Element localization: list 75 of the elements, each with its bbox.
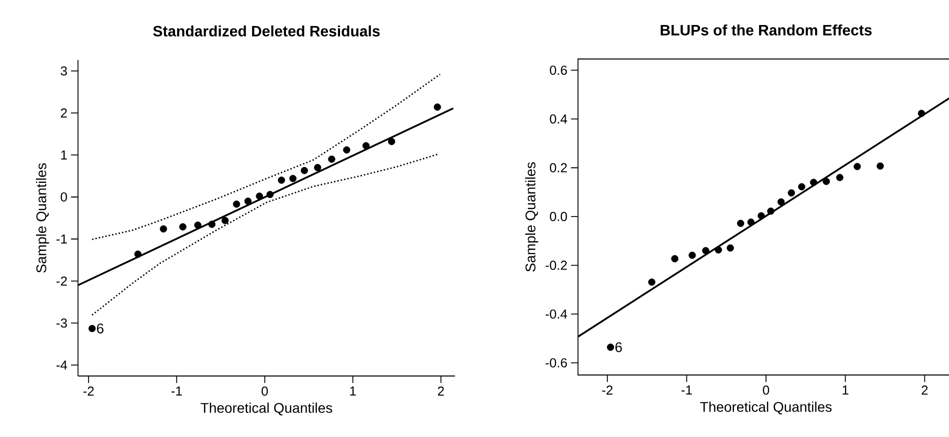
annotation: 6 [97, 324, 104, 334]
x-tick-label: 1 [842, 386, 848, 394]
point [388, 138, 396, 146]
point [788, 189, 795, 196]
point [134, 250, 142, 258]
chart-title: BLUPs of the Random Effects [660, 24, 872, 36]
point [918, 110, 926, 117]
point [747, 218, 755, 226]
x-axis-title: Theoretical Quantiles [700, 402, 832, 414]
point [777, 198, 785, 206]
point [726, 244, 734, 252]
point [278, 176, 286, 184]
y-tick-label: 0.2 [550, 163, 567, 172]
y-tick-label: 0.4 [550, 114, 568, 124]
point [232, 200, 240, 208]
point [179, 223, 186, 230]
x-tick-label: -1 [171, 386, 182, 396]
y-tick-label: -1 [56, 234, 67, 244]
x-tick-label: 2 [438, 386, 444, 396]
point [702, 247, 710, 254]
point [854, 162, 861, 170]
x-axis-title: Theoretical Quantiles [200, 402, 332, 416]
y-tick-label: 2 [60, 108, 67, 118]
point [362, 142, 370, 150]
y-tick-label: -4 [56, 360, 68, 370]
x-tick-label: -2 [83, 386, 94, 396]
y-tick-label: 0.6 [550, 66, 567, 75]
point [767, 208, 774, 215]
point [810, 178, 818, 186]
x-tick-label: 2 [922, 386, 928, 395]
annotation: 6 [615, 342, 622, 352]
x-tick-label: -2 [602, 386, 612, 395]
point [328, 156, 336, 163]
point [160, 225, 168, 233]
point [876, 162, 884, 170]
x-tick-label: -1 [681, 386, 692, 394]
x-tick-label: 0 [262, 386, 268, 396]
x-tick-label: 1 [350, 386, 356, 396]
point [343, 146, 350, 154]
point [648, 278, 656, 286]
y-tick-label: -2 [56, 276, 67, 286]
y-tick-label: -0.2 [546, 260, 567, 270]
point [256, 192, 264, 200]
y-tick-label: 0 [60, 192, 67, 202]
line-series [91, 74, 441, 240]
point [714, 246, 722, 254]
point [289, 174, 297, 182]
point [244, 198, 252, 205]
point [194, 222, 202, 229]
point [208, 220, 216, 228]
point [606, 344, 614, 351]
y-tick-label: -0.4 [546, 309, 568, 319]
y-tick-label: -3 [56, 318, 67, 328]
point [758, 212, 765, 220]
point [300, 166, 308, 174]
point [671, 255, 678, 262]
point [434, 103, 441, 111]
point [737, 220, 744, 227]
point [314, 164, 322, 172]
x-tick-label: 0 [762, 386, 770, 395]
y-tick-label: 0.0 [550, 212, 567, 222]
point [798, 183, 806, 190]
y-tick-label: -0.6 [546, 358, 567, 368]
point [688, 252, 696, 259]
y-tick-label: 3 [60, 66, 67, 76]
line-series [91, 153, 439, 316]
point [222, 216, 229, 224]
point [822, 178, 830, 186]
y-axis-title: Sample Quantiles [525, 162, 538, 272]
point [836, 174, 844, 182]
y-axis-title: Sample Quantiles [36, 163, 50, 273]
point [88, 324, 96, 332]
chart-title: Standardized Deleted Residuals [153, 25, 380, 36]
y-tick-label: 1 [61, 150, 67, 160]
point [266, 190, 274, 198]
